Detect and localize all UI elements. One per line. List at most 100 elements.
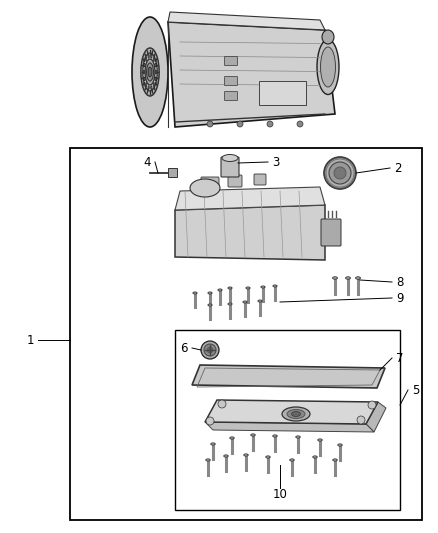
Ellipse shape (296, 436, 300, 438)
Polygon shape (192, 365, 385, 388)
Ellipse shape (324, 157, 356, 189)
Ellipse shape (148, 86, 149, 90)
Polygon shape (175, 187, 325, 210)
Ellipse shape (153, 83, 155, 86)
Bar (168, 168, 177, 177)
Ellipse shape (148, 67, 152, 77)
Ellipse shape (266, 456, 270, 458)
Text: 6: 6 (180, 342, 188, 354)
Text: 9: 9 (396, 292, 403, 304)
Ellipse shape (317, 39, 339, 94)
Circle shape (237, 121, 243, 127)
FancyBboxPatch shape (225, 92, 237, 101)
Ellipse shape (334, 167, 346, 179)
Ellipse shape (287, 409, 305, 418)
Circle shape (297, 121, 303, 127)
Text: 1: 1 (26, 334, 34, 346)
Text: 3: 3 (272, 156, 279, 168)
Ellipse shape (143, 53, 157, 91)
FancyBboxPatch shape (321, 219, 341, 246)
Ellipse shape (356, 277, 360, 279)
Ellipse shape (224, 455, 228, 457)
Ellipse shape (346, 277, 350, 279)
Ellipse shape (322, 30, 334, 44)
Ellipse shape (151, 86, 152, 90)
Ellipse shape (218, 289, 222, 291)
FancyBboxPatch shape (254, 174, 266, 185)
Ellipse shape (206, 459, 210, 461)
Circle shape (368, 401, 376, 409)
Ellipse shape (261, 286, 265, 288)
Ellipse shape (155, 77, 156, 80)
Ellipse shape (273, 285, 277, 287)
Ellipse shape (243, 301, 247, 303)
Ellipse shape (211, 443, 215, 445)
Circle shape (267, 121, 273, 127)
FancyBboxPatch shape (228, 175, 242, 187)
FancyBboxPatch shape (221, 157, 239, 177)
Ellipse shape (145, 58, 147, 61)
Ellipse shape (290, 459, 294, 461)
FancyBboxPatch shape (225, 77, 237, 85)
Ellipse shape (145, 59, 155, 85)
Ellipse shape (273, 435, 277, 437)
Ellipse shape (208, 292, 212, 294)
Ellipse shape (258, 300, 262, 302)
Ellipse shape (143, 70, 145, 74)
Ellipse shape (155, 63, 156, 67)
Ellipse shape (230, 437, 234, 439)
Ellipse shape (313, 456, 317, 458)
Ellipse shape (147, 63, 153, 81)
Polygon shape (205, 422, 374, 432)
Ellipse shape (332, 277, 337, 279)
Polygon shape (168, 12, 325, 30)
Bar (175, 330, 400, 510)
Ellipse shape (153, 58, 155, 61)
Circle shape (357, 416, 365, 424)
Ellipse shape (251, 434, 255, 436)
Circle shape (206, 417, 214, 425)
Text: 8: 8 (396, 276, 403, 288)
Circle shape (207, 347, 213, 353)
Ellipse shape (193, 292, 197, 294)
Ellipse shape (333, 459, 337, 461)
Ellipse shape (228, 303, 232, 305)
FancyBboxPatch shape (225, 56, 237, 66)
Ellipse shape (141, 48, 159, 96)
Ellipse shape (144, 77, 145, 80)
Ellipse shape (244, 454, 248, 456)
Polygon shape (175, 205, 325, 260)
Ellipse shape (318, 439, 322, 441)
Ellipse shape (222, 155, 238, 161)
FancyBboxPatch shape (259, 81, 306, 105)
Ellipse shape (145, 83, 147, 86)
Ellipse shape (292, 411, 300, 416)
Text: 7: 7 (396, 351, 403, 365)
Text: 2: 2 (394, 161, 402, 174)
Polygon shape (366, 402, 386, 432)
Ellipse shape (338, 444, 342, 446)
FancyBboxPatch shape (201, 177, 219, 189)
Ellipse shape (321, 47, 336, 87)
Ellipse shape (190, 179, 220, 197)
Circle shape (204, 344, 216, 356)
Ellipse shape (132, 17, 168, 127)
Ellipse shape (148, 55, 149, 58)
Polygon shape (168, 22, 335, 127)
Circle shape (207, 121, 213, 127)
Ellipse shape (151, 55, 152, 58)
Text: 4: 4 (144, 156, 151, 168)
Text: 5: 5 (412, 384, 419, 397)
Circle shape (201, 341, 219, 359)
Ellipse shape (246, 287, 250, 289)
Ellipse shape (208, 304, 212, 306)
Bar (70, 148, 422, 520)
Ellipse shape (329, 162, 351, 184)
Ellipse shape (144, 63, 145, 67)
Text: 10: 10 (272, 488, 287, 500)
Ellipse shape (282, 407, 310, 421)
Ellipse shape (155, 70, 157, 74)
Ellipse shape (228, 287, 232, 289)
Circle shape (218, 400, 226, 408)
Polygon shape (205, 400, 378, 424)
